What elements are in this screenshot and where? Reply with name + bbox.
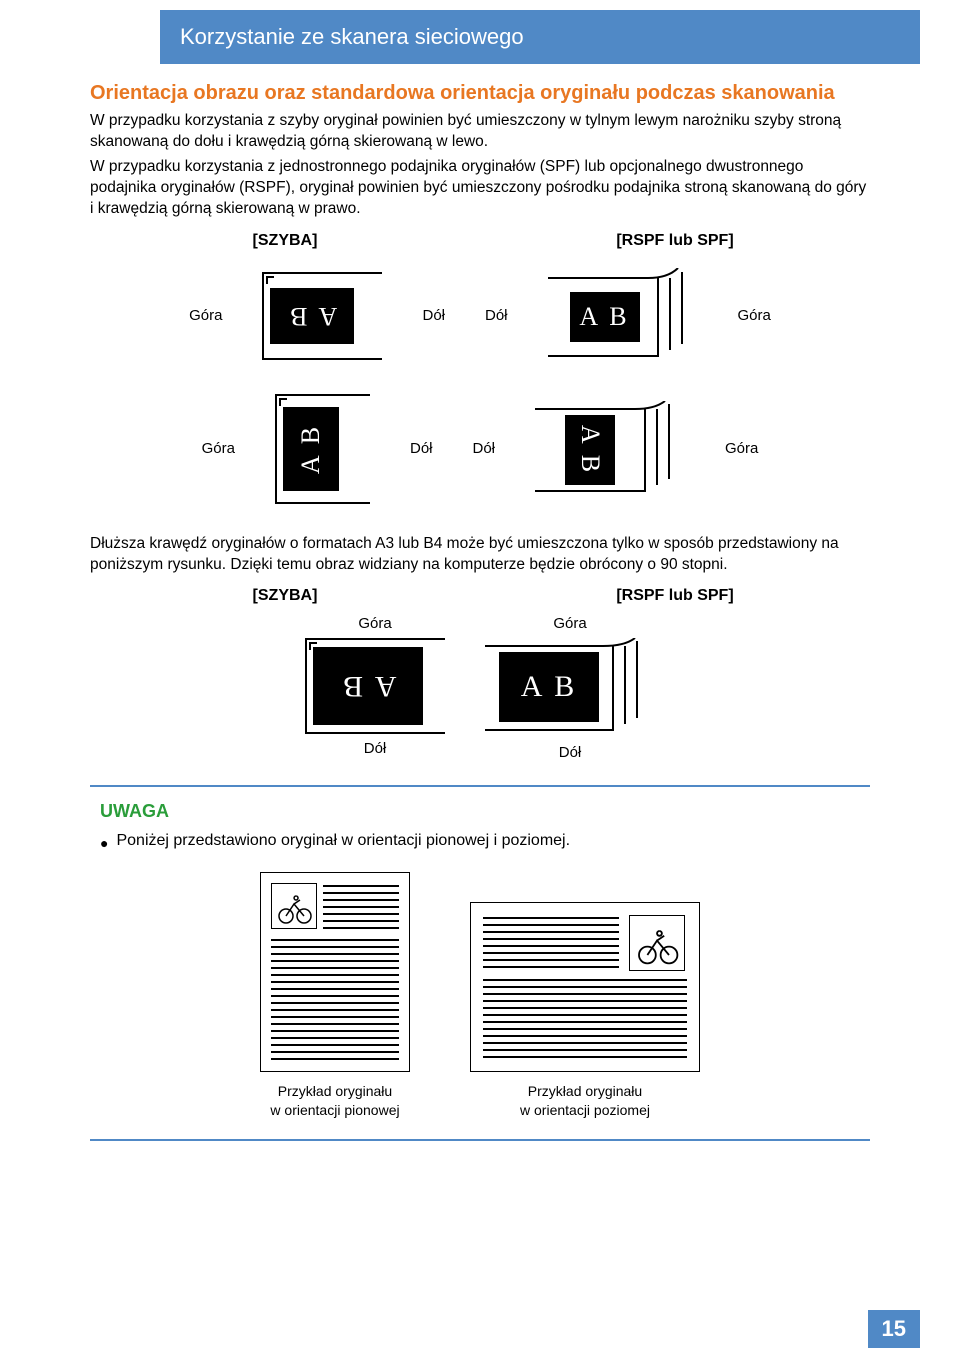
doc-text: A B: [521, 670, 578, 704]
note-text-line: ● Poniżej przedstawiono oryginał w orien…: [100, 832, 860, 854]
label-szyba: [SZYBA]: [90, 587, 480, 605]
page-content: Orientacja obrazu oraz standardowa orien…: [0, 64, 960, 1141]
label-gora: Góra: [358, 615, 391, 632]
page-portrait: [260, 872, 410, 1072]
feeder-diagram-landscape: A B: [548, 268, 698, 364]
platen-diagram-big: A B: [305, 638, 445, 734]
diagram-row-2: Góra A B Dół Dół A B Góra: [90, 394, 870, 504]
page-number: 15: [868, 1310, 920, 1348]
page-banner: Korzystanie ze skanera sieciowego: [160, 10, 920, 64]
doc-text: A B: [296, 424, 326, 474]
caption-portrait: Przykład oryginałuw orientacji pionowej: [270, 1082, 399, 1118]
label-dol: Dół: [473, 440, 496, 457]
paragraph-2: W przypadku korzystania z jednostronnego…: [90, 157, 870, 220]
label-gora: Góra: [202, 440, 235, 457]
note-title: UWAGA: [100, 801, 860, 822]
cyclist-icon: [629, 915, 685, 971]
section-title: Orientacja obrazu oraz standardowa orien…: [90, 82, 870, 105]
column-labels-1: [SZYBA] [RSPF lub SPF]: [90, 232, 870, 250]
feeder-diagram-big: A B: [485, 638, 655, 738]
column-labels-2: [SZYBA] [RSPF lub SPF]: [90, 587, 870, 605]
cyclist-icon: [271, 883, 317, 929]
paragraph-1: W przypadku korzystania z szyby oryginał…: [90, 111, 870, 153]
platen-diagram-portrait: A B: [275, 394, 370, 504]
note-text: Poniżej przedstawiono oryginał w orienta…: [116, 832, 570, 850]
doc-text: A B: [287, 301, 337, 331]
example-portrait: Przykład oryginałuw orientacji pionowej: [260, 872, 410, 1118]
label-dol: Dół: [410, 440, 433, 457]
label-gora: Góra: [553, 615, 586, 632]
label-szyba: [SZYBA]: [90, 232, 480, 250]
feeder-diagram-portrait: A B: [535, 401, 685, 497]
page-landscape: [470, 902, 700, 1072]
example-landscape: Przykład oryginałuw orientacji poziomej: [470, 872, 700, 1118]
label-dol: Dół: [559, 744, 582, 761]
label-feeder: [RSPF lub SPF]: [480, 232, 870, 250]
label-gora: Góra: [738, 307, 771, 324]
doc-text: A B: [579, 302, 629, 332]
platen-diagram-landscape: A B: [262, 272, 382, 360]
paragraph-3: Dłuższa krawędź oryginałów o formatach A…: [90, 534, 870, 576]
doc-text: A B: [575, 425, 605, 475]
label-feeder: [RSPF lub SPF]: [480, 587, 870, 605]
label-dol: Dół: [485, 307, 508, 324]
label-gora: Góra: [725, 440, 758, 457]
label-gora: Góra: [189, 307, 222, 324]
label-dol: Dół: [422, 307, 445, 324]
orientation-examples: Przykład oryginałuw orientacji pionowej: [100, 872, 860, 1118]
note-box: UWAGA ● Poniżej przedstawiono oryginał w…: [90, 785, 870, 1140]
bullet-icon: ●: [100, 832, 108, 854]
caption-landscape: Przykład oryginałuw orientacji poziomej: [520, 1082, 650, 1118]
doc-text: A B: [340, 669, 397, 703]
label-dol: Dół: [364, 740, 387, 757]
diagram-row-1: Góra A B Dół Dół A B Góra: [90, 268, 870, 364]
diagram-row-3: Góra A B Dół Góra A B Dół: [90, 615, 870, 761]
